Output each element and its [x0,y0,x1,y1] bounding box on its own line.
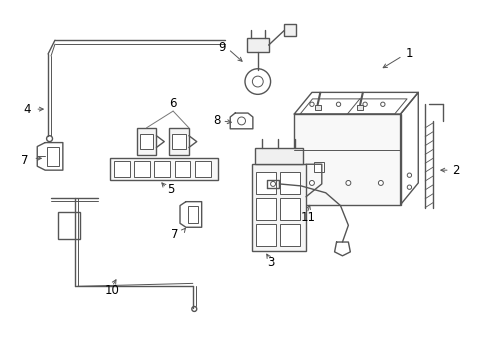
Text: 11: 11 [301,211,315,224]
Bar [254,148,303,164]
Circle shape [362,102,366,107]
Bar [114,161,129,177]
Text: 7: 7 [171,228,178,240]
Circle shape [345,180,350,185]
Text: 10: 10 [104,284,119,297]
Bar [140,134,153,149]
Bar [294,114,400,204]
Circle shape [336,102,340,107]
Text: 6: 6 [169,97,176,110]
Bar [251,164,305,251]
Bar [255,224,275,246]
Bar [255,172,275,194]
Bar [137,128,156,156]
Bar [279,172,299,194]
Bar [284,24,296,36]
Circle shape [407,185,411,189]
Bar [169,128,188,156]
Text: 3: 3 [267,256,274,269]
Bar [313,162,323,172]
Bar [134,161,150,177]
Bar [47,147,59,166]
Circle shape [237,117,245,125]
Bar [194,161,210,177]
Bar [255,198,275,220]
Bar [110,158,218,180]
Bar [279,224,299,246]
Bar [174,161,190,177]
Text: 8: 8 [213,114,220,127]
Bar [187,206,197,223]
Bar [314,105,320,111]
Bar [58,212,80,239]
Bar [154,161,170,177]
Circle shape [378,180,383,185]
Circle shape [380,102,384,107]
Text: 7: 7 [21,154,29,167]
Circle shape [407,173,411,177]
Bar [356,105,363,111]
Text: 4: 4 [23,103,31,116]
Circle shape [309,102,313,107]
Text: 2: 2 [451,164,458,177]
Circle shape [46,136,52,141]
Text: 5: 5 [167,183,174,196]
Circle shape [191,306,196,311]
Circle shape [270,181,275,186]
Bar [246,38,268,52]
Circle shape [252,76,263,87]
Circle shape [244,69,270,94]
Circle shape [309,180,314,185]
Bar [279,198,299,220]
Text: 9: 9 [217,41,225,54]
Text: 1: 1 [405,48,412,60]
Bar [172,134,185,149]
